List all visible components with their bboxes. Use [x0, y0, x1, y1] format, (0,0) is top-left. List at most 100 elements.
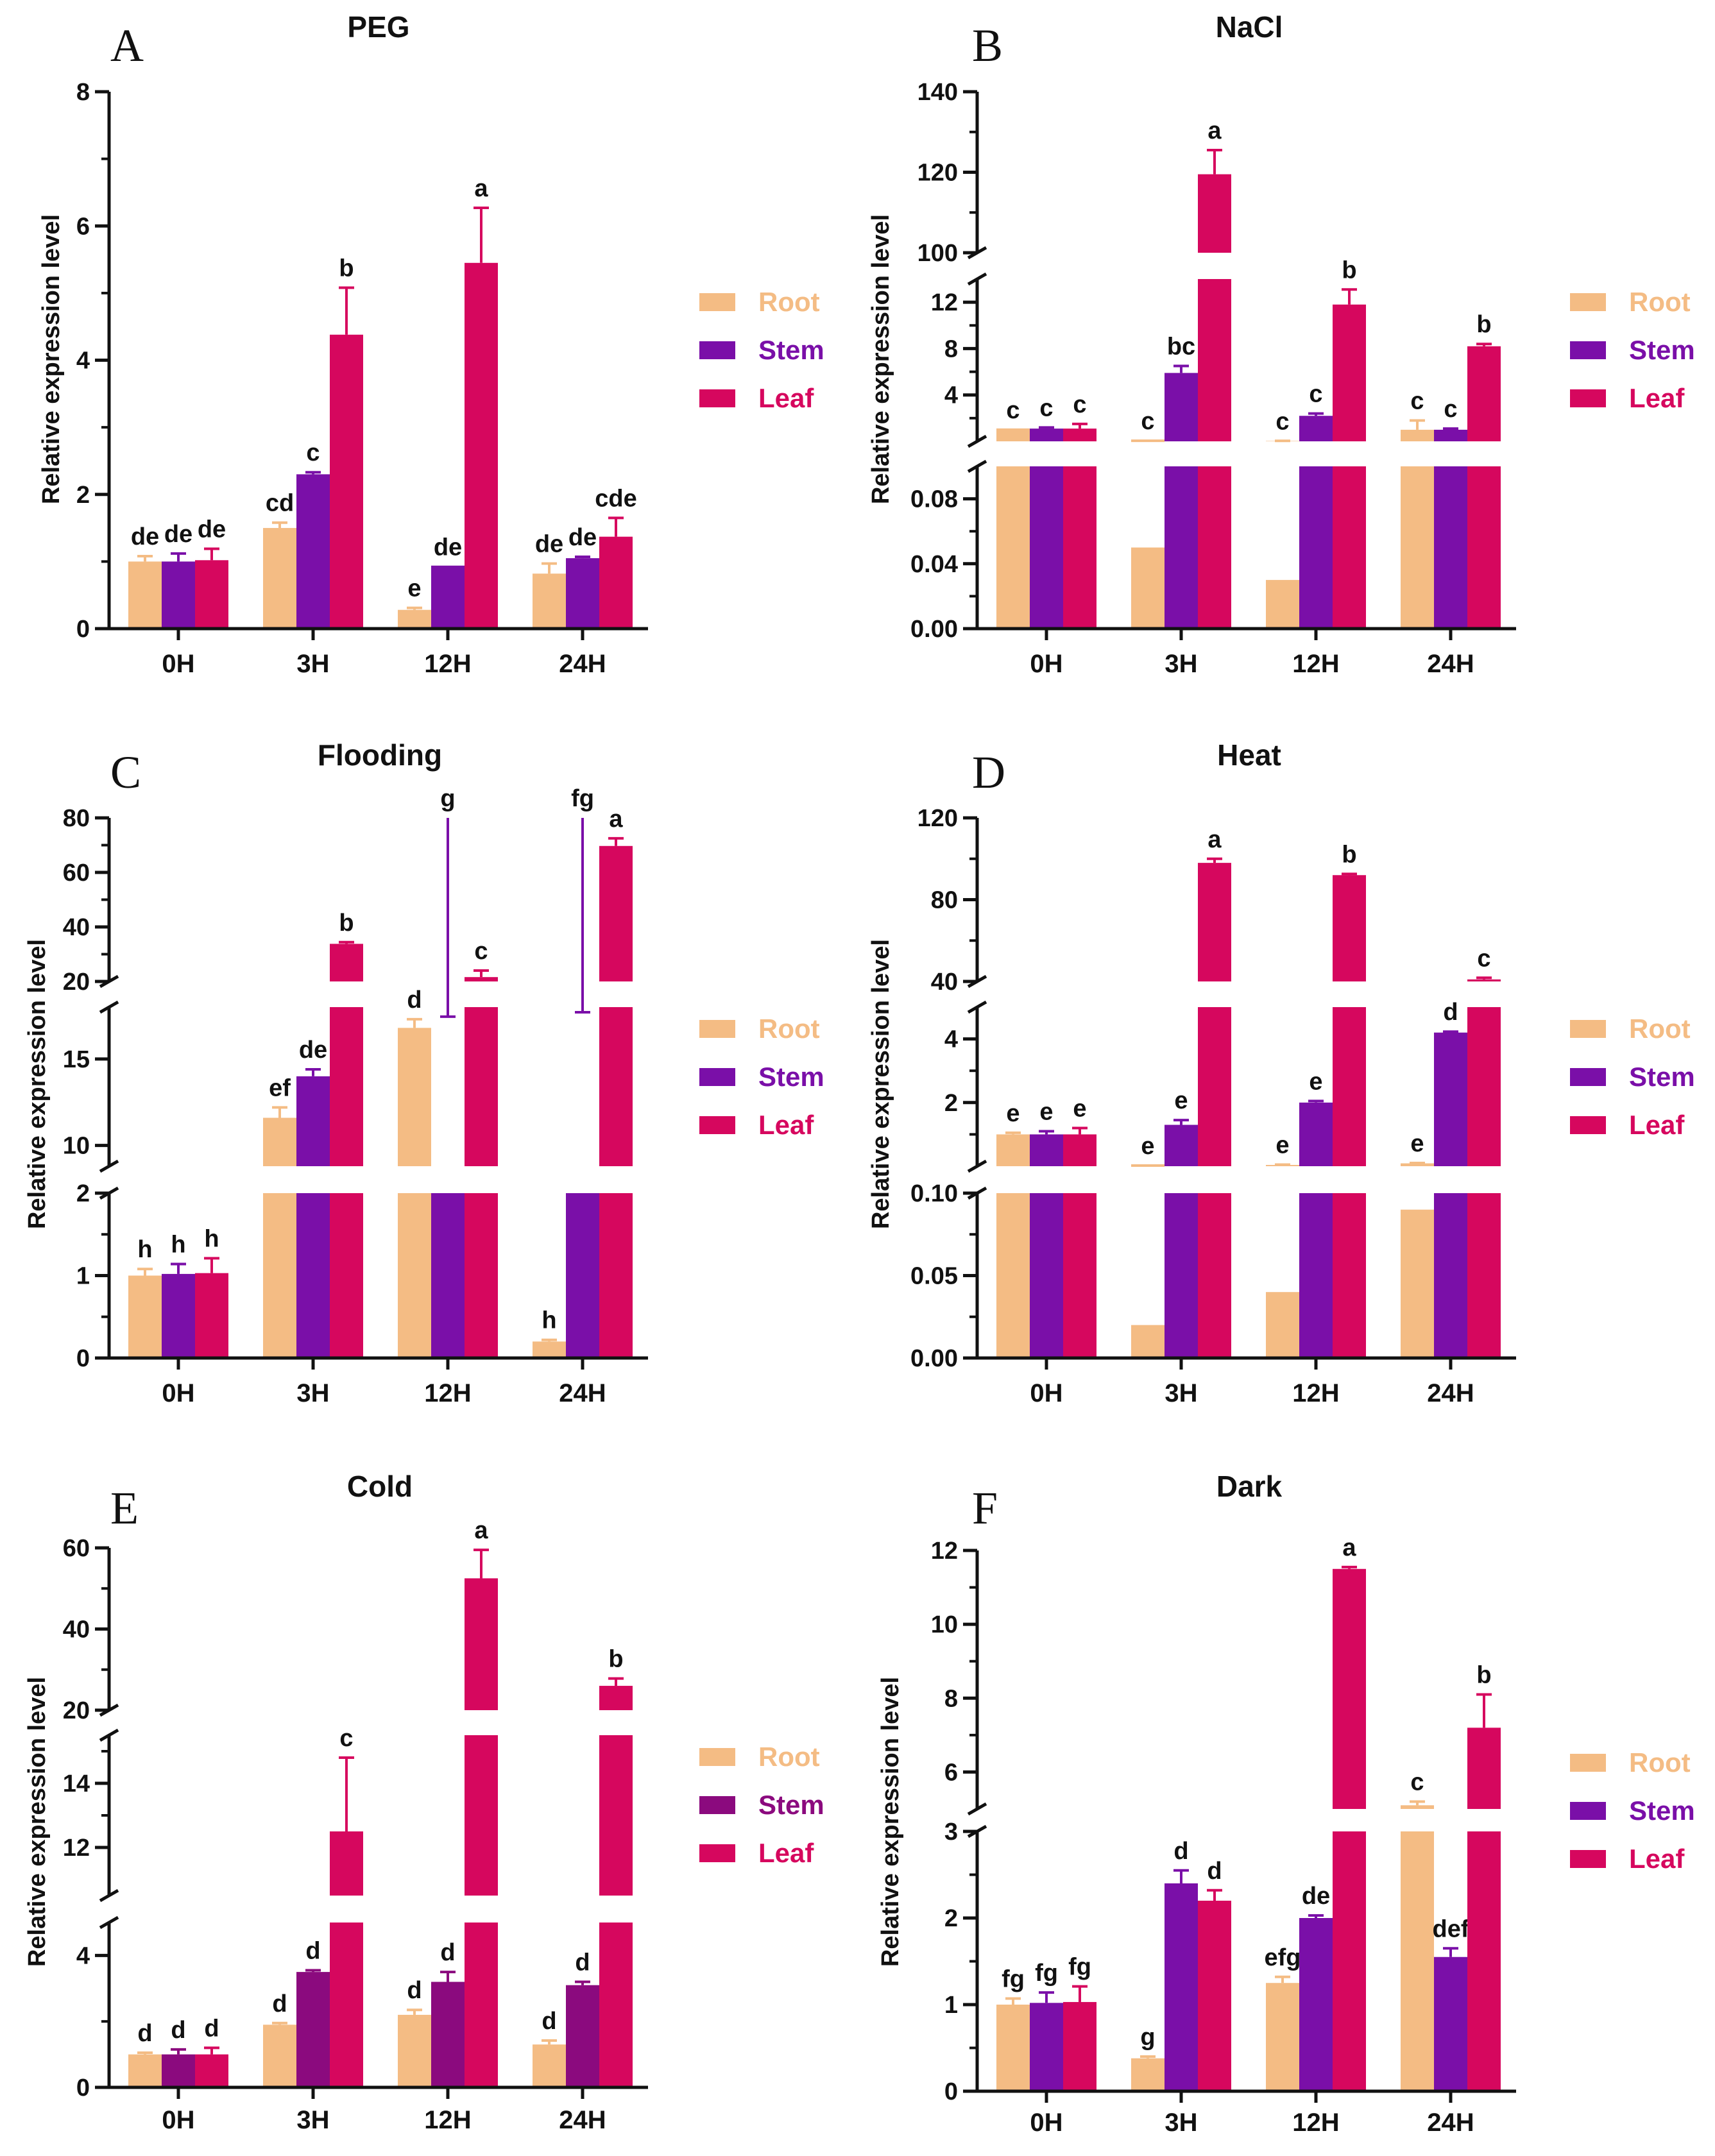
bar-12h-root: [398, 1193, 431, 1358]
x-tick-label: 0H: [1030, 650, 1062, 678]
bar-24h-leaf: [599, 1923, 633, 2087]
panel-letter: D: [972, 747, 1005, 798]
significance-label: c: [1141, 408, 1154, 435]
axis-break: [967, 272, 987, 286]
bar-0h-leaf: [1063, 1134, 1096, 1166]
y-axis-label: Relative expression level: [24, 939, 51, 1229]
significance-label: de: [198, 516, 226, 543]
bar-3h-stem: [296, 1193, 330, 1358]
y-axis: 0 2 4 6 8: [76, 79, 111, 643]
significance-label: g: [440, 785, 455, 812]
bar-3h-leaf: [330, 1007, 363, 1166]
bar-12h-leaf: [1333, 304, 1366, 441]
x-tick-label: 0H: [1030, 2109, 1062, 2137]
y-axis-label: Relative expression level: [24, 1677, 51, 1967]
y-tick-label: 14: [63, 1770, 90, 1797]
significance-label: fg: [1068, 1954, 1091, 1981]
significance-label: h: [137, 1236, 152, 1263]
bar-12h-leaf: [465, 1735, 498, 1896]
y-tick-label: 1: [76, 1263, 90, 1290]
significance-label: a: [474, 1517, 488, 1544]
y-axis: 0.00 0.05 0.10 2 4 40 80 120: [910, 805, 987, 1372]
significance-label: h: [204, 1226, 219, 1253]
significance-label: a: [474, 175, 488, 202]
x-tick-label: 24H: [559, 1379, 606, 1407]
y-tick-label: 2: [944, 1905, 958, 1932]
x-tick-label: 3H: [296, 1379, 329, 1407]
significance-label: c: [306, 439, 320, 466]
significance-label: a: [609, 806, 623, 833]
significance-label: b: [1476, 311, 1491, 338]
significance-label: de: [131, 523, 159, 550]
legend-swatch-leaf: [1570, 389, 1606, 407]
x-tick-label: 0H: [1030, 1379, 1062, 1407]
bar-24h-leaf: [1467, 1831, 1501, 2091]
bar-24h-leaf: [599, 1735, 633, 1896]
y-tick-label: 6: [76, 213, 90, 240]
bar-0h-leaf: [1063, 429, 1096, 441]
legend-label-leaf: Leaf: [758, 383, 814, 413]
bar-12h-stem: [431, 566, 465, 629]
y-tick-label: 2: [76, 1180, 90, 1207]
bar-24h-root: [533, 1341, 566, 1358]
x-tick-label: 12H: [1292, 1379, 1339, 1407]
legend-swatch-root: [699, 1020, 735, 1038]
legend: Root Stem Leaf: [699, 287, 824, 413]
legend-label-stem: Stem: [758, 1790, 824, 1820]
bar-12h-stem: [1299, 1918, 1333, 2091]
significance-label: a: [1207, 826, 1222, 853]
significance-label: e: [1309, 1068, 1322, 1095]
significance-label: c: [339, 1725, 353, 1752]
y-tick-label: 40: [63, 1617, 90, 1643]
significance-label: fg: [571, 785, 594, 812]
significance-label: c: [1006, 397, 1020, 424]
significance-label: c: [1309, 381, 1322, 408]
bar-24h-root: [533, 573, 566, 629]
bar-0h-stem: [1030, 2003, 1063, 2091]
y-tick-label: 4: [944, 1026, 958, 1053]
significance-label: c: [474, 938, 488, 965]
significance-label: a: [1207, 117, 1222, 144]
significance-label: g: [1140, 2024, 1155, 2051]
bar-12h-stem: [1299, 1102, 1333, 1166]
bar-24h-leaf: [1467, 979, 1501, 981]
bar-0h-root: [128, 2054, 162, 2087]
legend-label-stem: Stem: [1629, 335, 1695, 365]
legend-label-stem: Stem: [758, 1062, 824, 1092]
significance-label: cd: [266, 490, 294, 517]
bar-24h-root: [1401, 1805, 1434, 1809]
y-tick-label: 2: [76, 482, 90, 509]
y-axis-label: Relative expression level: [867, 939, 894, 1229]
bar-24h-leaf: [1467, 466, 1501, 629]
significance-label: ef: [269, 1074, 291, 1101]
significance-label: def: [1433, 1915, 1469, 1942]
legend: Root Stem Leaf: [1570, 287, 1695, 413]
significance-label: cde: [595, 485, 636, 512]
y-tick-label: 8: [944, 335, 958, 362]
bar-0h-leaf: [195, 1273, 228, 1358]
bar-24h-stem: [1434, 466, 1467, 629]
legend-label-leaf: Leaf: [1629, 1110, 1685, 1140]
chart-title: NaCl: [1216, 10, 1283, 44]
x-tick-label: 24H: [559, 2106, 606, 2134]
bar-24h-leaf: [1467, 1193, 1501, 1358]
legend-label-leaf: Leaf: [758, 1110, 814, 1140]
legend-label-root: Root: [1629, 1747, 1691, 1778]
chart-title: Cold: [347, 1470, 413, 1503]
significance-label: c: [1477, 945, 1490, 972]
legend-swatch-stem: [699, 1068, 735, 1086]
x-tick-label: 12H: [424, 2106, 471, 2134]
chart-title: Heat: [1217, 738, 1281, 772]
legend-label-root: Root: [758, 1742, 820, 1772]
x-tick-label: 24H: [1427, 2109, 1474, 2137]
bar-24h-leaf: [1467, 346, 1501, 441]
y-tick-label: 4: [944, 382, 958, 409]
bar-24h-leaf: [1467, 1007, 1501, 1166]
bar-3h-leaf: [1198, 1007, 1231, 1166]
legend-swatch-root: [699, 1748, 735, 1766]
